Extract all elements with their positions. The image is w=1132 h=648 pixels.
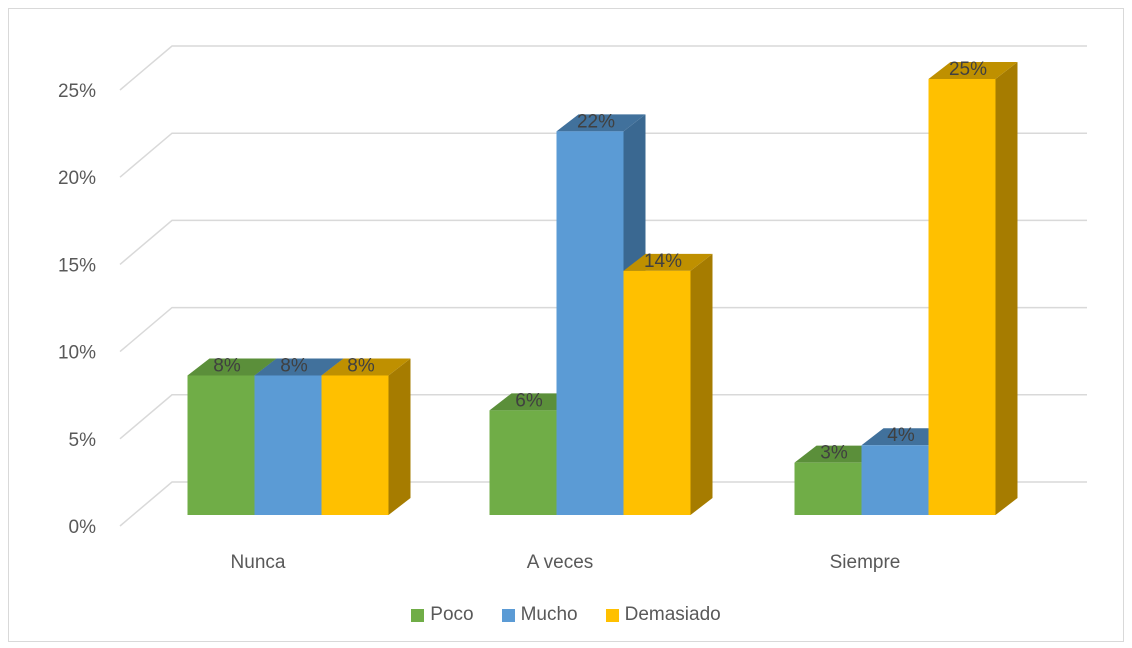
- legend-label-poco: Poco: [430, 604, 474, 625]
- bar-mucho-a-veces: [556, 131, 624, 515]
- bar-side-demasiado: [388, 358, 411, 515]
- legend-label-mucho: Mucho: [520, 604, 578, 625]
- gridline: [119, 306, 1087, 353]
- gridline: [119, 394, 1087, 440]
- y-tick-label: 0%: [69, 517, 97, 538]
- data-label: 22%: [577, 111, 615, 132]
- data-label: 3%: [820, 443, 848, 464]
- bar-top-mucho: [861, 428, 951, 446]
- bar-demasiado-nunca: [321, 375, 389, 515]
- category-label: A veces: [527, 552, 594, 573]
- bar-poco-a-veces: [489, 410, 557, 515]
- y-tick-label: 25%: [58, 81, 96, 102]
- data-label: 6%: [515, 390, 543, 411]
- bar-top-mucho: [254, 358, 344, 376]
- bar-top-poco: [489, 393, 579, 411]
- data-label: 4%: [887, 425, 915, 446]
- data-label: 8%: [213, 355, 241, 376]
- legend-label-demasiado: Demasiado: [624, 604, 721, 625]
- legend-item-demasiado: Demasiado: [605, 604, 721, 626]
- bar-demasiado-a-veces: [623, 270, 691, 515]
- chart-legend: Poco Mucho Demasiado: [0, 604, 1132, 626]
- legend-swatch-mucho: [501, 608, 515, 622]
- bar-poco-nunca: [187, 375, 255, 515]
- legend-swatch-demasiado: [605, 608, 619, 622]
- data-label: 8%: [280, 355, 308, 376]
- data-label: 25%: [949, 59, 987, 80]
- bar-side-demasiado: [690, 253, 713, 515]
- bar-top-poco: [794, 445, 884, 463]
- gridline: [119, 132, 1087, 178]
- bar-poco-siempre: [794, 462, 862, 515]
- gridline: [119, 219, 1087, 265]
- y-tick-label: 20%: [58, 168, 96, 189]
- category-label: Siempre: [830, 552, 901, 573]
- bar-mucho-nunca: [254, 375, 322, 515]
- bar-top-poco: [187, 358, 277, 376]
- bar-mucho-siempre: [861, 445, 929, 515]
- legend-swatch-poco: [411, 608, 425, 622]
- legend-item-mucho: Mucho: [501, 604, 578, 626]
- gridline: [119, 45, 1087, 91]
- gridline: [119, 481, 1087, 527]
- y-tick-label: 5%: [69, 430, 97, 451]
- bar-top-demasiado: [623, 253, 713, 271]
- category-label: Nunca: [231, 552, 286, 573]
- bar-demasiado-siempre: [928, 79, 996, 515]
- bar-side-demasiado: [995, 62, 1018, 515]
- y-tick-label: 10%: [58, 343, 96, 364]
- legend-item-poco: Poco: [411, 604, 474, 626]
- bar-top-mucho: [556, 114, 646, 132]
- data-label: 14%: [644, 251, 682, 272]
- bar-chart-3d: 0% 5% 10% 15% 20% 25% 8% 8% 8% Nunca 6% 22% 14% A vec…: [58, 45, 1087, 573]
- data-label: 8%: [347, 355, 375, 376]
- y-tick-label: 15%: [58, 255, 96, 276]
- bar-top-demasiado: [321, 358, 411, 376]
- bar-top-demasiado: [928, 62, 1018, 79]
